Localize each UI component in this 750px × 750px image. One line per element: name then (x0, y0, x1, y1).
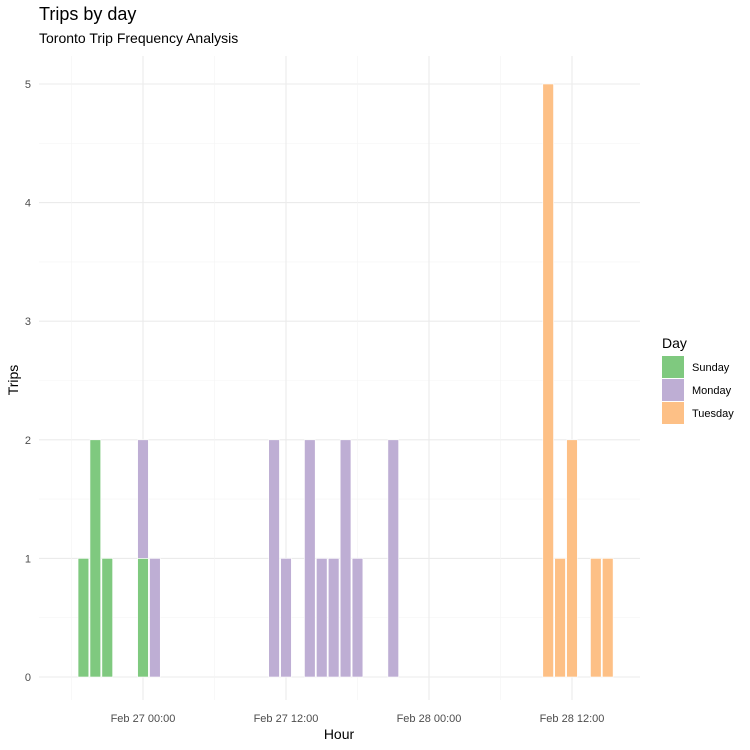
bar-monday (387, 439, 399, 678)
x-tick-label: Feb 27 12:00 (254, 713, 319, 725)
bar-tuesday (542, 83, 554, 678)
tick-labels: 0 1 2 3 4 5 Feb 27 00:00 Feb 27 12:00 Feb 28 00:… (25, 79, 605, 725)
bar-sunday (101, 558, 113, 678)
legend-title: Day (662, 335, 687, 351)
bar-monday (149, 558, 161, 678)
y-tick-label: 3 (25, 316, 31, 328)
bar-monday (280, 558, 292, 678)
bar-monday (339, 439, 352, 678)
grid (39, 56, 640, 700)
bars (77, 83, 614, 678)
y-axis-title: Trips (5, 365, 21, 396)
bar-sunday (137, 558, 149, 678)
legend-label-tuesday: Tuesday (692, 408, 734, 420)
bar-sunday (77, 558, 90, 678)
chart-subtitle: Toronto Trip Frequency Analysis (39, 30, 239, 46)
legend-swatch-tuesday (662, 402, 684, 424)
bar-monday (327, 558, 340, 678)
legend-label-monday: Monday (692, 385, 732, 397)
y-tick-label: 5 (25, 79, 31, 91)
legend-swatch-sunday (662, 356, 684, 378)
bar-tuesday (554, 558, 566, 678)
x-tick-label: Feb 28 12:00 (540, 713, 605, 725)
bar-monday (304, 439, 316, 678)
bar-tuesday (566, 439, 578, 678)
y-tick-label: 2 (25, 435, 31, 447)
bar-monday (268, 439, 280, 678)
y-tick-label: 1 (25, 553, 31, 565)
bar-monday (351, 558, 364, 678)
legend-label-sunday: Sunday (692, 362, 730, 374)
x-tick-label: Feb 28 00:00 (397, 713, 462, 725)
y-tick-label: 0 (25, 672, 31, 684)
bar-tuesday (590, 558, 602, 678)
x-tick-label: Feb 27 00:00 (111, 713, 176, 725)
chart-title: Trips by day (39, 4, 137, 24)
bar-sunday (89, 439, 101, 678)
bar-monday (137, 439, 149, 559)
bar-tuesday (602, 558, 614, 678)
y-tick-label: 4 (25, 198, 31, 210)
x-axis-title: Hour (324, 726, 355, 742)
legend-swatch-monday (662, 379, 684, 401)
bar-monday (316, 558, 328, 678)
legend: Day Sunday Monday Tuesday (662, 335, 734, 424)
